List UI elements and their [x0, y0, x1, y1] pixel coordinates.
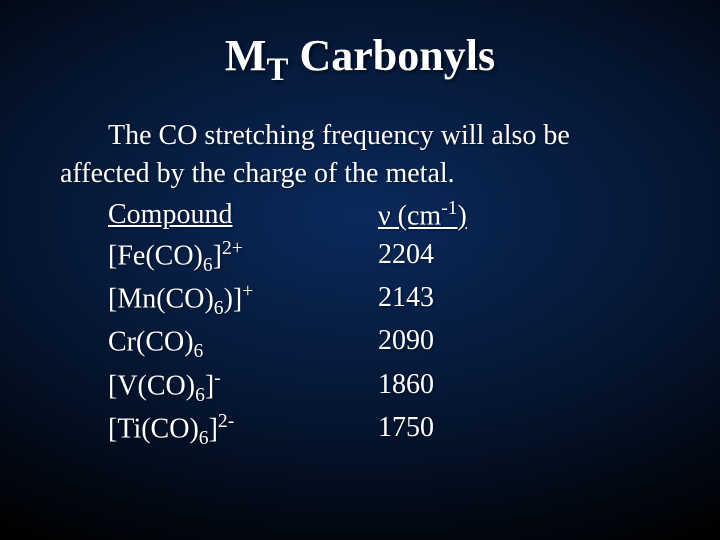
compound-sub: 6 [203, 254, 213, 275]
intro-text: The CO stretching frequency will also be… [60, 117, 660, 193]
compound-sup: + [242, 281, 253, 302]
compound-cell: [Mn(CO)6)]+ [108, 279, 378, 322]
compound-post: ] [209, 413, 218, 444]
compound-post: )] [224, 283, 243, 314]
title-m: M [225, 31, 267, 80]
header-sup: -1 [441, 198, 457, 219]
freq-cell: 2090 [378, 322, 660, 365]
compound-cell: [V(CO)6]- [108, 366, 378, 409]
compound-pre: [V(CO) [108, 370, 195, 401]
compound-sub: 6 [199, 428, 209, 449]
freq-cell: 2143 [378, 279, 660, 322]
header-row: Compound ν (cm-1) [108, 196, 660, 235]
table-row: Cr(CO)6 2090 [108, 322, 660, 365]
slide-container: MT Carbonyls The CO stretching frequency… [0, 0, 720, 540]
freq-cell: 1860 [378, 366, 660, 409]
title-subscript: T [266, 52, 288, 88]
compound-sub: 6 [194, 341, 204, 362]
compound-cell: [Fe(CO)6]2+ [108, 236, 378, 279]
compound-pre: Cr(CO) [108, 327, 194, 358]
compound-sup: - [214, 368, 221, 389]
data-table: Compound ν (cm-1) [Fe(CO)6]2+ 2204 [Mn(C… [60, 196, 660, 452]
table-row: [Fe(CO)6]2+ 2204 [108, 236, 660, 279]
header-compound: Compound [108, 196, 378, 235]
table-row: [Mn(CO)6)]+ 2143 [108, 279, 660, 322]
compound-cell: [Ti(CO)6]2- [108, 409, 378, 452]
compound-post: ] [213, 240, 222, 271]
compound-cell: Cr(CO)6 [108, 322, 378, 365]
compound-sup: 2- [218, 411, 234, 432]
slide-title: MT Carbonyls [60, 30, 660, 89]
compound-sup: 2+ [222, 238, 243, 259]
compound-pre: [Mn(CO) [108, 283, 214, 314]
table-row: [Ti(CO)6]2- 1750 [108, 409, 660, 452]
title-rest: Carbonyls [288, 31, 495, 80]
compound-pre: [Fe(CO) [108, 240, 203, 271]
freq-cell: 1750 [378, 409, 660, 452]
content-block: The CO stretching frequency will also be… [60, 117, 660, 453]
compound-post: ] [205, 370, 214, 401]
header-close: ) [458, 201, 467, 232]
compound-sub: 6 [195, 385, 205, 406]
freq-cell: 2204 [378, 236, 660, 279]
header-frequency: ν (cm-1) [378, 196, 660, 235]
compound-pre: [Ti(CO) [108, 413, 199, 444]
table-row: [V(CO)6]- 1860 [108, 366, 660, 409]
compound-sub: 6 [214, 298, 224, 319]
header-nu: ν (cm [378, 201, 441, 232]
